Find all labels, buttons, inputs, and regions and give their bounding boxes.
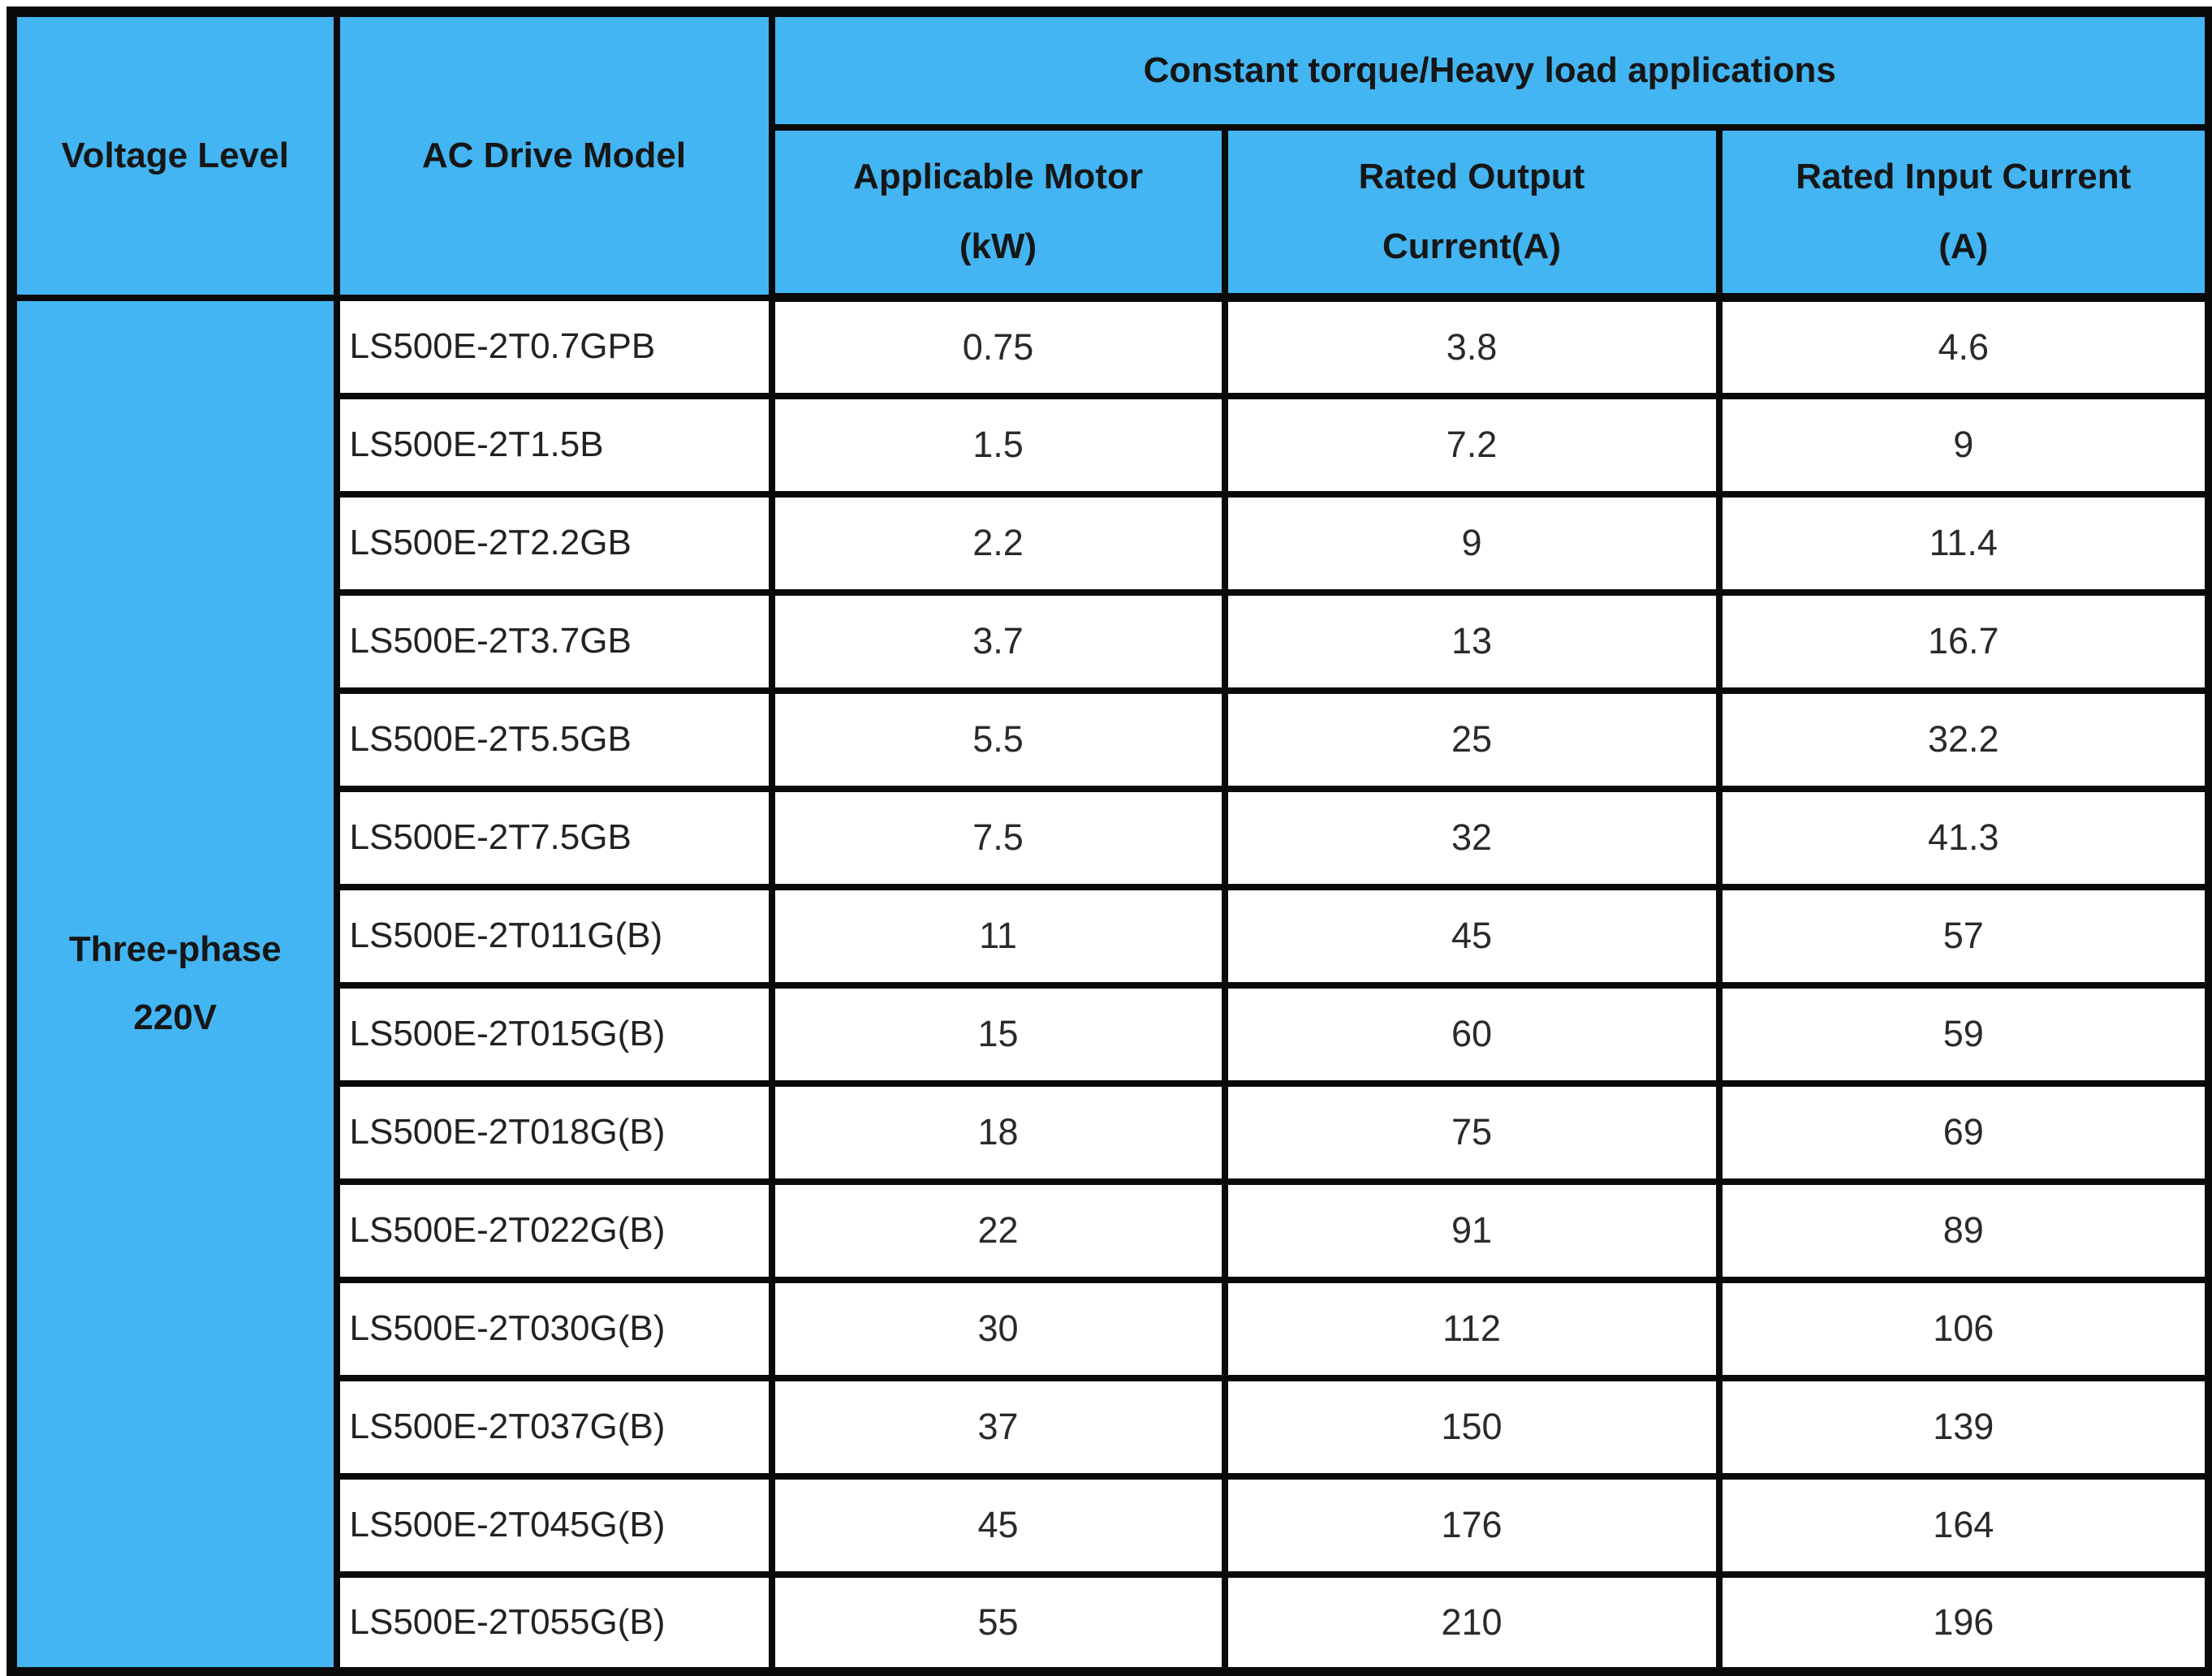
table-row: LS500E-2T011G(B) 11 45 57 — [12, 883, 2212, 989]
motor-kw-cell: 2.2 — [768, 490, 1228, 596]
motor-kw-cell: 1.5 — [768, 392, 1228, 498]
model-cell: LS500E-2T037G(B) — [333, 1374, 775, 1480]
input-current-cell: 16.7 — [1715, 588, 2212, 694]
input-current-cell: 164 — [1715, 1472, 2212, 1578]
motor-kw-cell: 0.75 — [768, 294, 1228, 399]
header-rated-input-line2: (A) — [1938, 226, 1989, 266]
output-current-cell: 176 — [1221, 1472, 1723, 1578]
input-current-cell: 59 — [1715, 981, 2212, 1087]
motor-kw-cell: 3.7 — [768, 588, 1228, 694]
table-row: LS500E-2T3.7GB 3.7 13 16.7 — [12, 588, 2212, 694]
model-cell: LS500E-2T022G(B) — [333, 1178, 775, 1283]
table-row: LS500E-2T1.5B 1.5 7.2 9 — [12, 392, 2212, 498]
model-cell: LS500E-2T045G(B) — [333, 1472, 775, 1578]
table-row: LS500E-2T018G(B) 18 75 69 — [12, 1079, 2212, 1185]
voltage-level-line1: Three-phase — [68, 929, 282, 970]
table-row: Three-phase 220V LS500E-2T0.7GPB 0.75 3.… — [8, 294, 2212, 1676]
input-current-cell: 139 — [1715, 1374, 2212, 1480]
table-row: LS500E-2T7.5GB 7.5 32 41.3 — [12, 785, 2212, 890]
model-cell: LS500E-2T1.5B — [333, 392, 775, 498]
input-current-cell: 89 — [1715, 1178, 2212, 1283]
model-cell: LS500E-2T018G(B) — [333, 1079, 775, 1185]
header-voltage-level: Voltage Level — [8, 8, 340, 301]
output-current-cell: 45 — [1221, 883, 1723, 989]
table-row: LS500E-2T2.2GB 2.2 9 11.4 — [12, 490, 2212, 596]
header-rated-output-current: Rated Output Current(A) — [1221, 123, 1723, 302]
output-current-cell: 9 — [1221, 490, 1723, 596]
motor-kw-cell: 5.5 — [768, 687, 1228, 792]
voltage-level-line2: 220V — [133, 997, 218, 1038]
model-cell: LS500E-2T015G(B) — [333, 981, 775, 1087]
model-cell: LS500E-2T030G(B) — [333, 1276, 775, 1381]
header-ac-drive-model: AC Drive Model — [333, 8, 775, 301]
input-current-cell: 32.2 — [1715, 687, 2212, 792]
table-row: LS500E-2T030G(B) 30 112 106 — [12, 1276, 2212, 1381]
model-cell: LS500E-2T2.2GB — [333, 490, 775, 596]
motor-kw-cell: 18 — [768, 1079, 1228, 1185]
header-rated-input-line1: Rated Input Current — [1796, 156, 2132, 196]
input-current-cell: 4.6 — [1715, 294, 2212, 399]
header-applicable-motor-line1: Applicable Motor — [853, 156, 1143, 196]
header-group-title: Constant torque/Heavy load applications — [768, 8, 2212, 131]
output-current-cell: 75 — [1221, 1079, 1723, 1185]
header-rated-output-line1: Rated Output — [1358, 156, 1585, 196]
model-cell: LS500E-2T055G(B) — [333, 1570, 775, 1676]
motor-kw-cell: 11 — [768, 883, 1228, 989]
output-current-cell: 150 — [1221, 1374, 1723, 1480]
input-current-cell: 196 — [1715, 1570, 2212, 1676]
header-row-sub: Applicable Motor (kW) Rated Output Curre… — [12, 123, 2212, 302]
header-row-group: Voltage Level AC Drive Model Constant to… — [8, 8, 2212, 301]
motor-kw-cell: 30 — [768, 1276, 1228, 1381]
table-row: LS500E-2T055G(B) 55 210 196 — [12, 1570, 2212, 1676]
header-rated-input-current: Rated Input Current (A) — [1715, 123, 2212, 302]
input-current-cell: 9 — [1715, 392, 2212, 498]
output-current-cell: 32 — [1221, 785, 1723, 890]
table-row: LS500E-2T037G(B) 37 150 139 — [12, 1374, 2212, 1480]
model-cell: LS500E-2T011G(B) — [333, 883, 775, 989]
table-row: LS500E-2T015G(B) 15 60 59 — [12, 981, 2212, 1087]
output-current-cell: 7.2 — [1221, 392, 1723, 498]
motor-kw-cell: 45 — [768, 1472, 1228, 1578]
header-applicable-motor-line2: (kW) — [959, 226, 1037, 266]
table-row: LS500E-2T022G(B) 22 91 89 — [12, 1178, 2212, 1283]
input-current-cell: 106 — [1715, 1276, 2212, 1381]
input-current-cell: 57 — [1715, 883, 2212, 989]
motor-kw-cell: 15 — [768, 981, 1228, 1087]
voltage-level-cell: Three-phase 220V — [8, 294, 340, 1676]
model-cell: LS500E-2T3.7GB — [333, 588, 775, 694]
output-current-cell: 3.8 — [1221, 294, 1723, 399]
motor-kw-cell: 37 — [768, 1374, 1228, 1480]
ac-drive-spec-table: Voltage Level AC Drive Model Constant to… — [6, 6, 2212, 1676]
motor-kw-cell: 22 — [768, 1178, 1228, 1283]
model-cell: LS500E-2T0.7GPB — [333, 294, 775, 399]
model-cell: LS500E-2T5.5GB — [333, 687, 775, 792]
header-rated-output-line2: Current(A) — [1382, 226, 1561, 266]
table-row: LS500E-2T5.5GB 5.5 25 32.2 — [12, 687, 2212, 792]
input-current-cell: 69 — [1715, 1079, 2212, 1185]
output-current-cell: 25 — [1221, 687, 1723, 792]
input-current-cell: 11.4 — [1715, 490, 2212, 596]
input-current-cell: 41.3 — [1715, 785, 2212, 890]
output-current-cell: 91 — [1221, 1178, 1723, 1283]
table-row: LS500E-2T045G(B) 45 176 164 — [12, 1472, 2212, 1578]
model-cell: LS500E-2T7.5GB — [333, 785, 775, 890]
header-applicable-motor: Applicable Motor (kW) — [768, 123, 1228, 302]
output-current-cell: 13 — [1221, 588, 1723, 694]
output-current-cell: 210 — [1221, 1570, 1723, 1676]
motor-kw-cell: 55 — [768, 1570, 1228, 1676]
output-current-cell: 60 — [1221, 981, 1723, 1087]
output-current-cell: 112 — [1221, 1276, 1723, 1381]
motor-kw-cell: 7.5 — [768, 785, 1228, 890]
table-body: Voltage Level AC Drive Model Constant to… — [8, 8, 2212, 1676]
